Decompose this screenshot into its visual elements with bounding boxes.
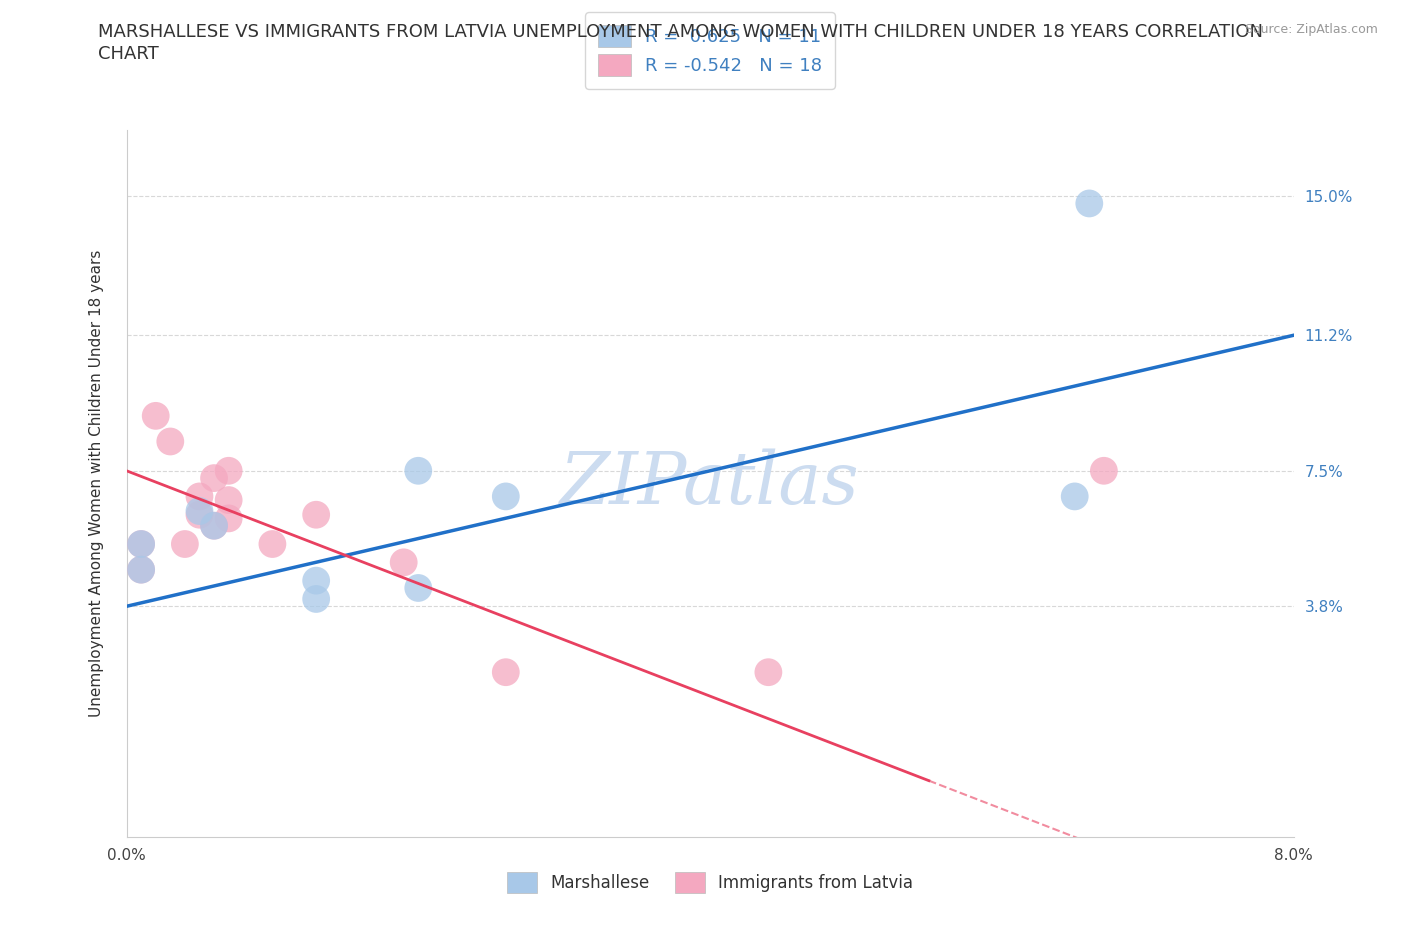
Point	[129, 537, 152, 551]
Point	[1063, 489, 1085, 504]
Point	[129, 537, 152, 551]
Point	[129, 563, 152, 578]
Point	[408, 580, 430, 595]
Point	[1078, 196, 1101, 211]
Point	[305, 591, 328, 606]
Point	[129, 563, 152, 578]
Point	[262, 537, 284, 551]
Legend: Marshallese, Immigrants from Latvia: Marshallese, Immigrants from Latvia	[501, 866, 920, 899]
Point	[218, 511, 240, 525]
Point	[305, 507, 328, 522]
Point	[495, 665, 517, 680]
Point	[145, 408, 167, 423]
Point	[202, 471, 225, 485]
Point	[202, 518, 225, 533]
Point	[392, 555, 415, 570]
Point	[174, 537, 197, 551]
Point	[756, 665, 779, 680]
Text: MARSHALLESE VS IMMIGRANTS FROM LATVIA UNEMPLOYMENT AMONG WOMEN WITH CHILDREN UND: MARSHALLESE VS IMMIGRANTS FROM LATVIA UN…	[98, 23, 1264, 41]
Text: CHART: CHART	[98, 45, 159, 62]
Point	[218, 463, 240, 478]
Point	[188, 507, 211, 522]
Point	[188, 504, 211, 519]
Text: Source: ZipAtlas.com: Source: ZipAtlas.com	[1244, 23, 1378, 36]
Text: ZIPatlas: ZIPatlas	[560, 448, 860, 519]
Point	[218, 493, 240, 508]
Point	[408, 463, 430, 478]
Point	[202, 518, 225, 533]
Point	[495, 489, 517, 504]
Point	[159, 434, 181, 449]
Point	[305, 573, 328, 588]
Y-axis label: Unemployment Among Women with Children Under 18 years: Unemployment Among Women with Children U…	[90, 250, 104, 717]
Point	[188, 489, 211, 504]
Point	[1092, 463, 1115, 478]
